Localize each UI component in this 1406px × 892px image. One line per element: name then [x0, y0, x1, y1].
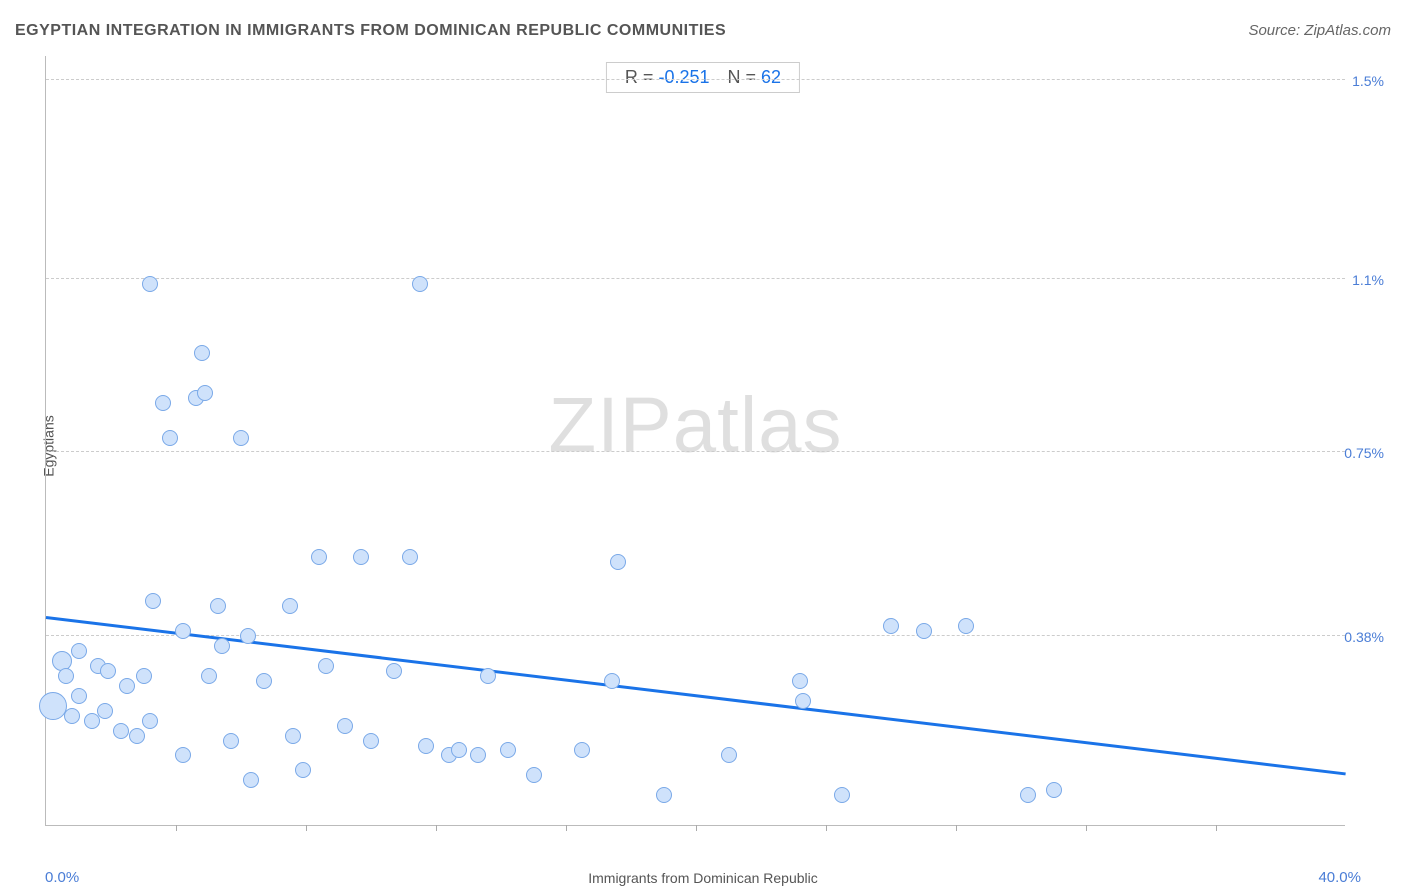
scatter-point — [285, 728, 301, 744]
x-axis-label: Immigrants from Dominican Republic — [588, 870, 818, 886]
scatter-point — [129, 728, 145, 744]
chart-title: EGYPTIAN INTEGRATION IN IMMIGRANTS FROM … — [15, 22, 726, 40]
scatter-point — [210, 598, 226, 614]
scatter-point — [451, 742, 467, 758]
watermark-zip: ZIP — [548, 381, 672, 469]
x-tick — [1086, 825, 1087, 831]
gridline-horizontal — [46, 451, 1345, 452]
gridline-horizontal — [46, 79, 1345, 80]
scatter-point — [201, 668, 217, 684]
scatter-point — [916, 623, 932, 639]
scatter-point — [100, 663, 116, 679]
scatter-point — [113, 723, 129, 739]
scatter-point — [58, 668, 74, 684]
scatter-point — [574, 742, 590, 758]
x-tick — [306, 825, 307, 831]
scatter-point — [282, 598, 298, 614]
watermark-atlas: atlas — [673, 381, 843, 469]
scatter-point — [142, 276, 158, 292]
scatter-point — [243, 772, 259, 788]
scatter-point — [175, 623, 191, 639]
scatter-plot: ZIPatlas — [45, 56, 1345, 826]
scatter-point — [958, 618, 974, 634]
scatter-point — [39, 692, 67, 720]
scatter-point — [155, 395, 171, 411]
scatter-point — [500, 742, 516, 758]
scatter-point — [386, 663, 402, 679]
x-tick — [826, 825, 827, 831]
scatter-point — [64, 708, 80, 724]
x-tick — [956, 825, 957, 831]
scatter-point — [1020, 787, 1036, 803]
scatter-point — [240, 628, 256, 644]
scatter-point — [604, 673, 620, 689]
y-tick-label: 0.75% — [1344, 445, 1384, 461]
x-axis-max: 40.0% — [1318, 869, 1361, 886]
scatter-point — [526, 767, 542, 783]
chart-source: Source: ZipAtlas.com — [1248, 22, 1391, 39]
y-tick-label: 1.5% — [1352, 73, 1384, 89]
scatter-point — [214, 638, 230, 654]
x-tick — [176, 825, 177, 831]
scatter-point — [795, 693, 811, 709]
scatter-point — [256, 673, 272, 689]
scatter-point — [194, 345, 210, 361]
scatter-point — [337, 718, 353, 734]
x-tick — [696, 825, 697, 831]
scatter-point — [223, 733, 239, 749]
scatter-point — [1046, 782, 1062, 798]
y-tick-label: 0.38% — [1344, 629, 1384, 645]
scatter-point — [97, 703, 113, 719]
scatter-point — [792, 673, 808, 689]
scatter-point — [175, 747, 191, 763]
scatter-point — [136, 668, 152, 684]
scatter-point — [162, 430, 178, 446]
scatter-point — [119, 678, 135, 694]
scatter-point — [412, 276, 428, 292]
scatter-point — [142, 713, 158, 729]
scatter-point — [883, 618, 899, 634]
scatter-point — [834, 787, 850, 803]
x-tick — [436, 825, 437, 831]
gridline-horizontal — [46, 278, 1345, 279]
y-tick-label: 1.1% — [1352, 272, 1384, 288]
scatter-point — [71, 643, 87, 659]
scatter-point — [480, 668, 496, 684]
scatter-point — [318, 658, 334, 674]
scatter-point — [311, 549, 327, 565]
scatter-point — [363, 733, 379, 749]
scatter-point — [233, 430, 249, 446]
scatter-point — [71, 688, 87, 704]
scatter-point — [402, 549, 418, 565]
watermark: ZIPatlas — [548, 380, 842, 471]
scatter-point — [353, 549, 369, 565]
scatter-point — [295, 762, 311, 778]
x-tick — [566, 825, 567, 831]
scatter-point — [418, 738, 434, 754]
scatter-point — [145, 593, 161, 609]
x-axis-min: 0.0% — [45, 869, 79, 886]
scatter-point — [470, 747, 486, 763]
x-tick — [1216, 825, 1217, 831]
scatter-point — [656, 787, 672, 803]
scatter-point — [721, 747, 737, 763]
scatter-point — [197, 385, 213, 401]
scatter-point — [610, 554, 626, 570]
